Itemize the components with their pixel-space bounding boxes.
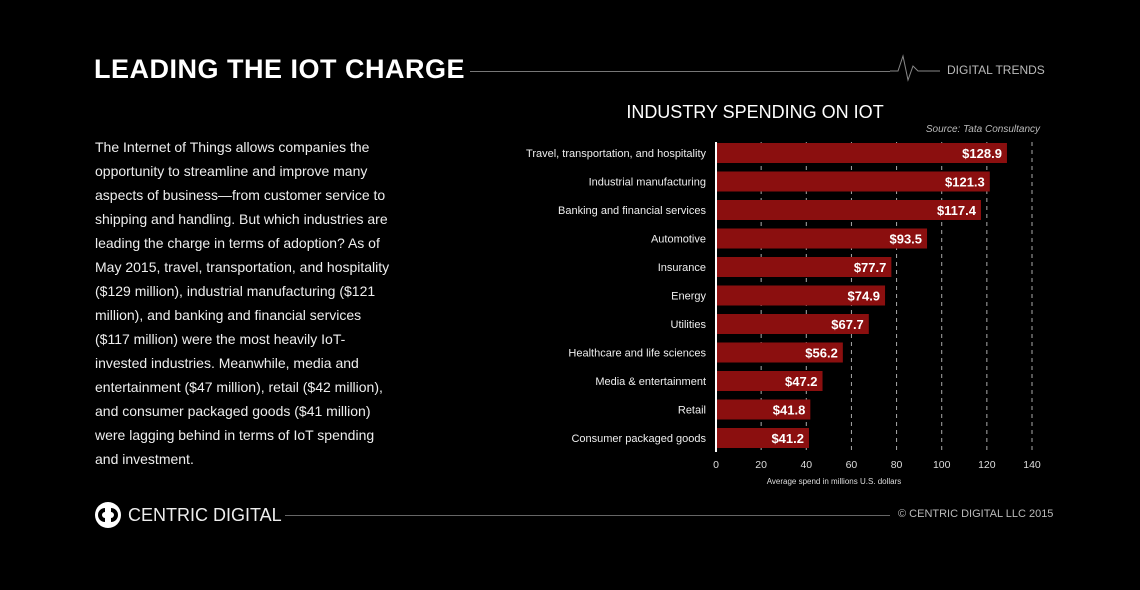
bar	[716, 171, 990, 192]
bar	[716, 228, 928, 249]
x-tick-label: 40	[800, 459, 812, 471]
bar	[716, 342, 843, 363]
bar	[716, 428, 809, 448]
category-label: Industrial manufacturing	[589, 177, 706, 189]
x-tick-label: 80	[891, 459, 903, 471]
category-label: Insurance	[658, 262, 706, 274]
data-label: $56.2	[805, 346, 838, 361]
bar	[716, 314, 869, 334]
category-label: Automotive	[651, 234, 706, 246]
data-label: $67.7	[831, 317, 864, 332]
category-label: Banking and financial services	[558, 205, 706, 217]
section-label: DIGITAL TRENDS	[947, 63, 1045, 77]
category-label: Travel, transportation, and hospitality	[526, 148, 706, 160]
x-axis-label: Average spend in millions U.S. dollars	[767, 477, 902, 486]
data-label: $41.8	[773, 403, 806, 418]
x-tick-label: 100	[933, 459, 951, 471]
bar	[716, 399, 811, 420]
bar	[716, 143, 1007, 163]
x-tick-label: 60	[846, 459, 858, 471]
copyright: © CENTRIC DIGITAL LLC 2015	[898, 508, 1054, 520]
data-label: $93.5	[889, 232, 922, 247]
category-label: Utilities	[671, 319, 707, 331]
x-tick-label: 140	[1023, 459, 1041, 471]
chart-title: INDUSTRY SPENDING ON IOT	[626, 102, 884, 122]
category-label: Media & entertainment	[595, 376, 706, 388]
body-text: The Internet of Things allows companies …	[95, 139, 390, 467]
data-label: $47.2	[785, 374, 818, 389]
data-label: $117.4	[937, 203, 977, 218]
page-title: LEADING THE IOT CHARGE	[94, 54, 466, 84]
chart-source: Source: Tata Consultancy	[925, 124, 1040, 135]
pulse-icon	[890, 54, 940, 82]
category-label: Retail	[678, 405, 706, 417]
x-tick-label: 120	[978, 459, 996, 471]
bar	[716, 371, 823, 391]
data-label: $41.2	[771, 431, 804, 446]
bar	[716, 200, 981, 220]
footer-divider	[285, 515, 890, 516]
category-label: Consumer packaged goods	[571, 433, 706, 445]
x-tick-label: 0	[713, 459, 719, 471]
brand-name: CENTRIC DIGITAL	[128, 505, 282, 525]
data-label: $128.9	[962, 146, 1002, 161]
bar	[716, 257, 892, 277]
bar	[716, 285, 886, 306]
data-label: $121.3	[945, 175, 985, 190]
data-label: $74.9	[848, 289, 881, 304]
data-label: $77.7	[854, 260, 887, 275]
category-label: Energy	[671, 291, 706, 303]
category-label: Healthcare and life sciences	[568, 348, 706, 360]
x-tick-label: 20	[755, 459, 767, 471]
header-divider	[470, 71, 890, 72]
